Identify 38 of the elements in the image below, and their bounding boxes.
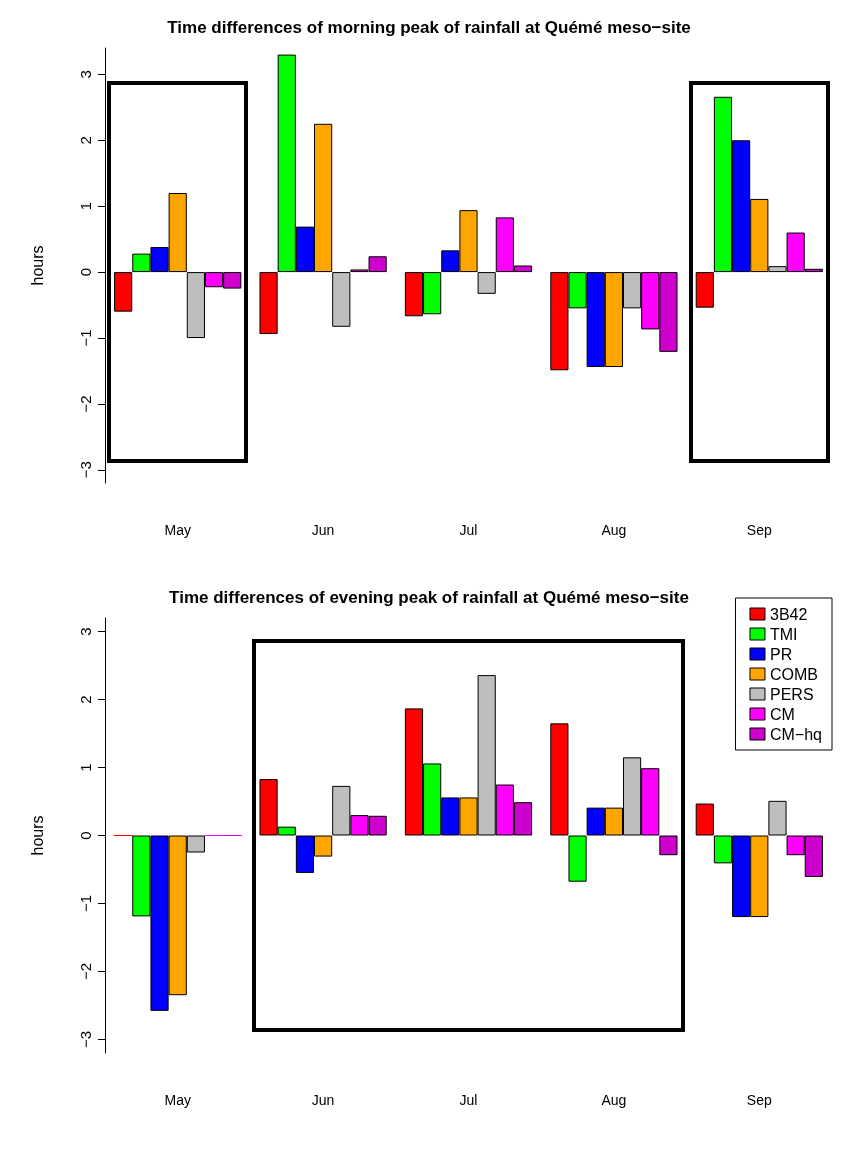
y-tick-label: 1 bbox=[77, 763, 94, 772]
y-axis-title: hours bbox=[28, 245, 46, 286]
x-tick-label: Aug bbox=[601, 522, 627, 538]
y-tick-label: 2 bbox=[77, 695, 94, 704]
y-tick-label: 0 bbox=[77, 831, 94, 840]
y-tick-label: −1 bbox=[77, 894, 94, 913]
legend-label: CM bbox=[769, 705, 795, 723]
y-tick-label: −3 bbox=[77, 461, 94, 479]
chart-title: Time differences of morning peak of rainfall at Quémé meso−site bbox=[167, 18, 691, 37]
legend-label: COMB bbox=[769, 665, 818, 683]
x-tick-label: Jun bbox=[311, 1092, 335, 1108]
y-tick-label: −2 bbox=[77, 962, 94, 980]
y-tick-label: 1 bbox=[77, 202, 94, 211]
legend-label: PERS bbox=[769, 685, 814, 703]
bar bbox=[114, 272, 133, 312]
x-tick-label: Sep bbox=[746, 522, 772, 538]
x-tick-label: Sep bbox=[746, 1092, 772, 1108]
y-tick-label: −2 bbox=[77, 395, 94, 413]
y-tick-label: −1 bbox=[77, 329, 94, 347]
y-tick-label: 3 bbox=[77, 627, 94, 636]
x-tick-label: May bbox=[164, 522, 191, 538]
y-tick-label: −3 bbox=[77, 1030, 94, 1048]
y-tick-label: 2 bbox=[77, 136, 94, 145]
y-tick-label: 0 bbox=[77, 267, 94, 277]
legend-label: PR bbox=[769, 645, 793, 663]
x-tick-label: Aug bbox=[601, 1092, 627, 1108]
x-tick-label: Jun bbox=[311, 522, 335, 538]
chart-title: Time differences of evening peak of rainfall at Quémé meso−site bbox=[169, 588, 689, 607]
y-tick-label: 3 bbox=[77, 70, 94, 79]
y-axis-title: hours bbox=[28, 815, 46, 856]
legend-label: CM−hq bbox=[769, 725, 823, 743]
legend-label: 3B42 bbox=[769, 605, 808, 623]
x-tick-label: Jul bbox=[459, 522, 478, 538]
bar bbox=[695, 272, 714, 308]
x-tick-label: Jul bbox=[459, 1092, 478, 1108]
legend-label: TMI bbox=[769, 625, 798, 643]
x-tick-label: May bbox=[164, 1092, 191, 1108]
bar bbox=[259, 272, 278, 335]
